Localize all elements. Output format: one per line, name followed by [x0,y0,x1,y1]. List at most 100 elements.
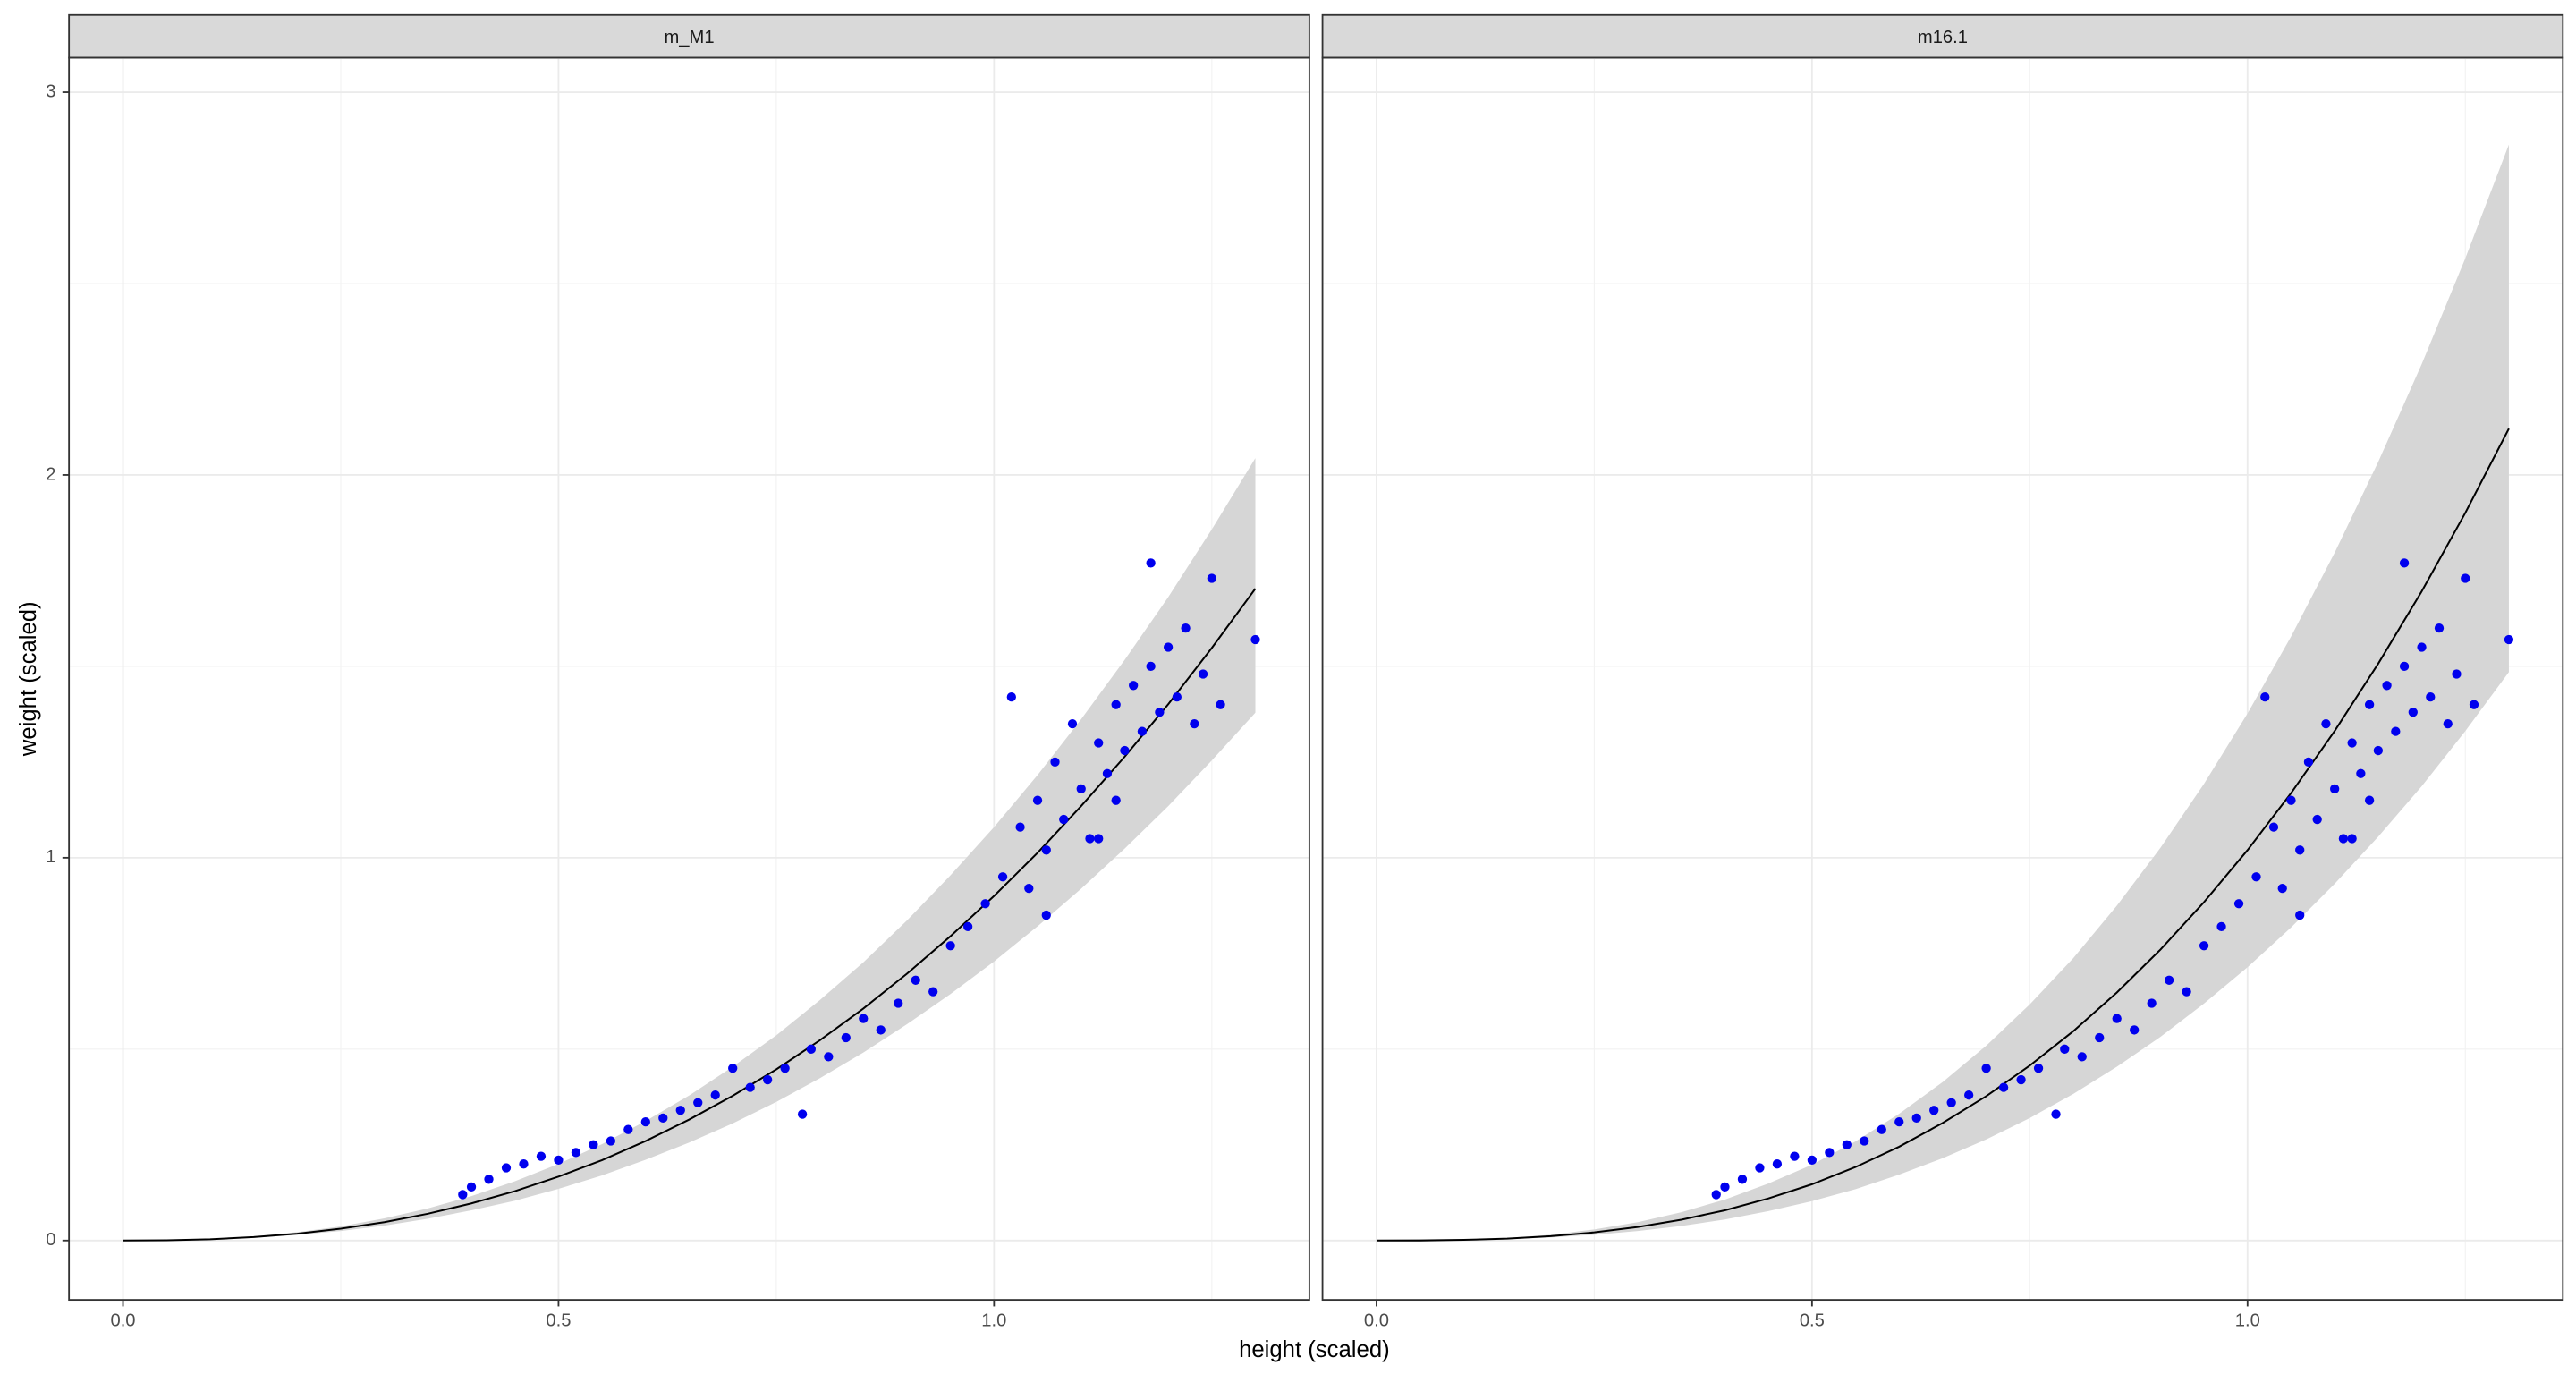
data-point [571,1148,581,1158]
data-point [1067,718,1078,729]
data-point [2164,975,2174,985]
data-point [2382,681,2392,691]
data-point [2112,1014,2122,1023]
data-point [466,1182,477,1192]
data-point [2321,718,2331,729]
data-point [675,1106,685,1115]
data-point [1172,691,1182,702]
data-point [1825,1148,1835,1158]
data-point [962,921,973,932]
data-point [1163,642,1174,652]
x-axis-title: height (scaled) [1239,1337,1390,1362]
data-point [2364,795,2375,805]
data-point [1015,822,1025,832]
data-point [2364,700,2375,709]
data-point [763,1074,773,1085]
x-tick-label: 0.0 [110,1310,135,1330]
y-tick-label: 0 [46,1230,55,1250]
data-point [1181,623,1191,633]
data-point [1998,1082,2009,1092]
data-point [2426,691,2436,702]
data-point [2199,941,2209,951]
x-tick-label: 1.0 [981,1310,1006,1330]
data-point [1129,681,1139,691]
data-point [2147,998,2157,1008]
data-point [2443,718,2453,729]
data-point [1111,795,1121,805]
x-tick-label: 1.0 [2235,1310,2260,1330]
data-point [2277,883,2287,894]
data-point [536,1151,547,1161]
mean-line [1376,428,2510,1242]
data-point [2251,872,2261,882]
x-tick-label: 0.5 [1800,1310,1825,1330]
data-point [1146,661,1156,672]
data-point [2504,634,2514,645]
data-point [859,1014,869,1023]
data-point [2347,834,2357,844]
data-point [2295,845,2305,855]
data-point [797,1109,808,1119]
data-point [1032,795,1043,805]
data-point [1190,718,1199,729]
data-point [1929,1106,1939,1115]
data-point [2286,795,2296,805]
data-point [980,899,990,909]
data-point [1894,1116,1904,1127]
data-point [2077,1052,2087,1062]
y-tick-label: 2 [46,464,55,484]
data-point [1964,1090,1974,1100]
credible-band [1376,144,2509,1241]
data-point [1137,726,1148,736]
data-point [1155,708,1165,717]
data-point [1790,1151,1800,1161]
data-point [2338,834,2349,844]
data-point [780,1064,790,1073]
data-point [2330,784,2340,793]
data-point [1050,757,1060,768]
data-point [928,987,938,997]
data-point [911,975,920,985]
data-point [693,1098,703,1107]
data-point [1946,1098,1956,1107]
data-point [554,1155,564,1166]
data-point [2461,573,2470,583]
data-point [1711,1190,1721,1200]
data-point [1807,1155,1818,1166]
data-point [2347,738,2357,748]
data-point [458,1190,468,1200]
data-point [1085,834,1095,844]
facet-title: m_M1 [664,28,714,47]
data-point [2060,1044,2070,1054]
data-point [2452,669,2462,679]
data-point [1755,1163,1765,1173]
data-point [1877,1124,1886,1134]
data-point [1076,784,1086,793]
data-point [1911,1113,1921,1123]
x-tick-label: 0.5 [546,1310,571,1330]
data-point [728,1064,738,1073]
data-point [1094,738,1104,748]
data-point [623,1124,633,1134]
y-tick-label: 1 [46,847,55,867]
data-point [2295,910,2305,920]
data-point [997,872,1008,882]
data-point [1842,1140,1852,1149]
data-point [1111,700,1121,709]
data-point [484,1175,494,1184]
data-point [1094,834,1104,844]
data-point [2399,558,2410,568]
y-tick-label: 3 [46,81,55,101]
data-point [1024,883,1034,894]
data-point [2233,899,2244,909]
data-point [1772,1159,1783,1169]
data-point [1216,700,1225,709]
x-tick-label: 0.0 [1364,1310,1389,1330]
data-point [640,1116,650,1127]
data-point [806,1044,816,1054]
data-point [2216,921,2226,932]
data-point [1198,669,1208,679]
data-point [841,1032,851,1043]
